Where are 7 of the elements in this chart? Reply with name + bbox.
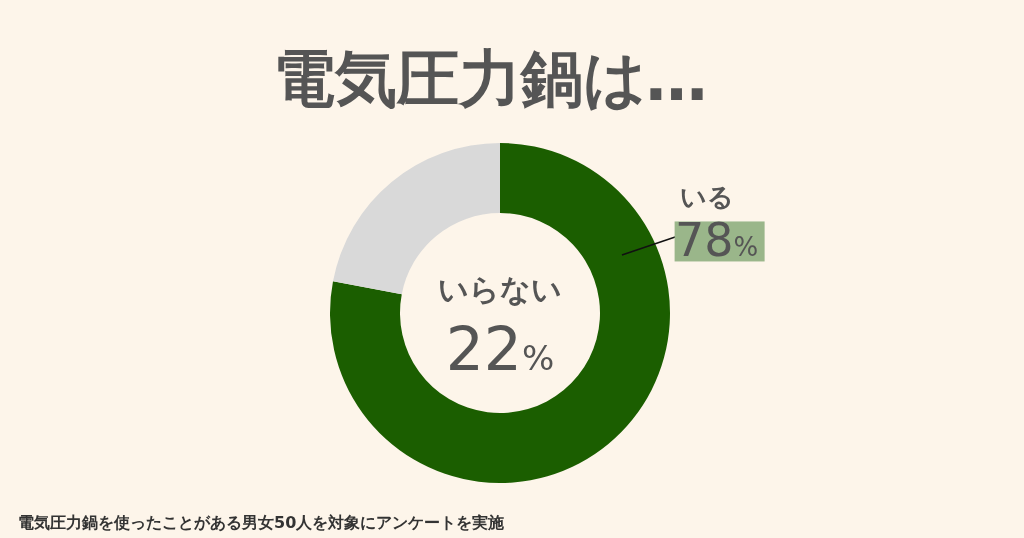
slice-label: いる	[679, 182, 734, 213]
donut-slice	[330, 143, 670, 483]
data-label: 78%	[674, 213, 759, 268]
text: 電気圧力鍋を使ったことがある男女50人を対象にアンケートを実施	[18, 513, 506, 532]
chart-title: 電気圧力鍋は…	[272, 42, 708, 115]
data-label: 22%	[445, 314, 555, 384]
slice-label: いらない	[438, 272, 562, 307]
